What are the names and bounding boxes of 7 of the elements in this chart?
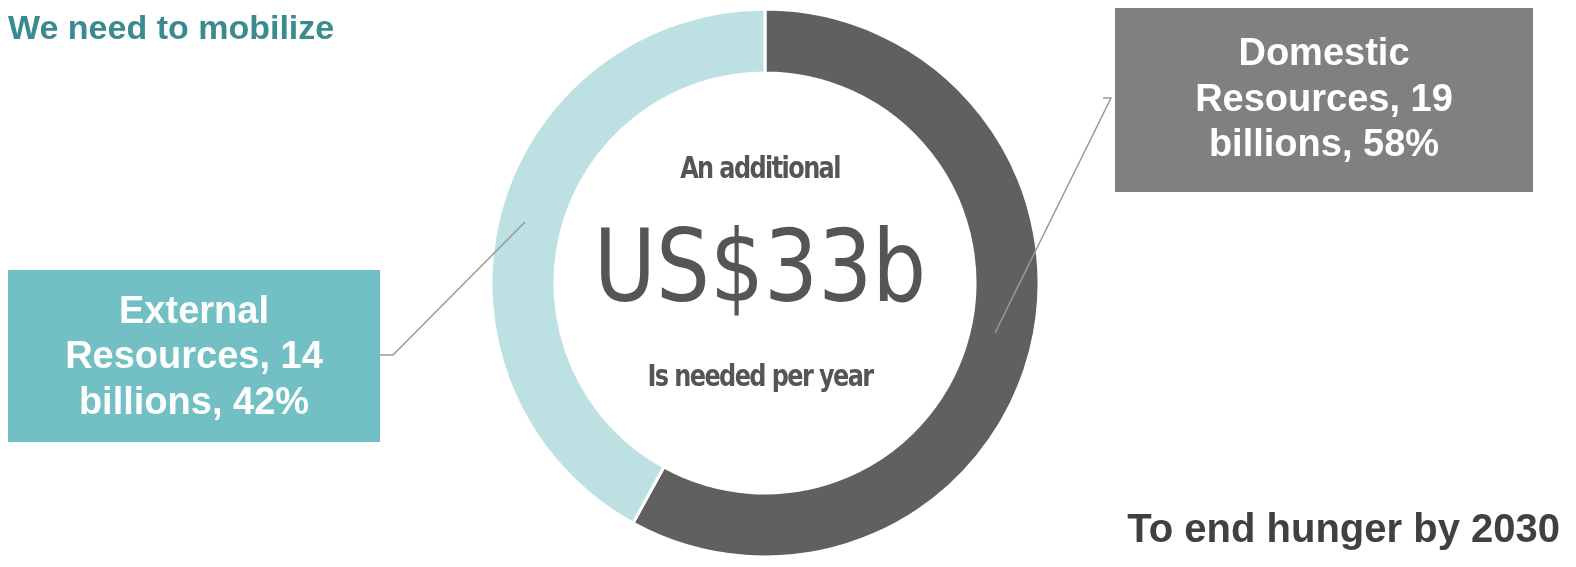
- text: Is needed per year: [646, 358, 874, 393]
- slice-label: Domestic Resources, 19 billions, 58%: [1194, 30, 1454, 167]
- chart-title: We need to mobilize: [8, 8, 335, 47]
- text: An additional: [679, 150, 841, 185]
- text: US$33b: [592, 208, 928, 325]
- slice-label: External Resources, 14 billions, 42%: [64, 287, 324, 424]
- text: To end hunger by 2030: [1127, 506, 1560, 551]
